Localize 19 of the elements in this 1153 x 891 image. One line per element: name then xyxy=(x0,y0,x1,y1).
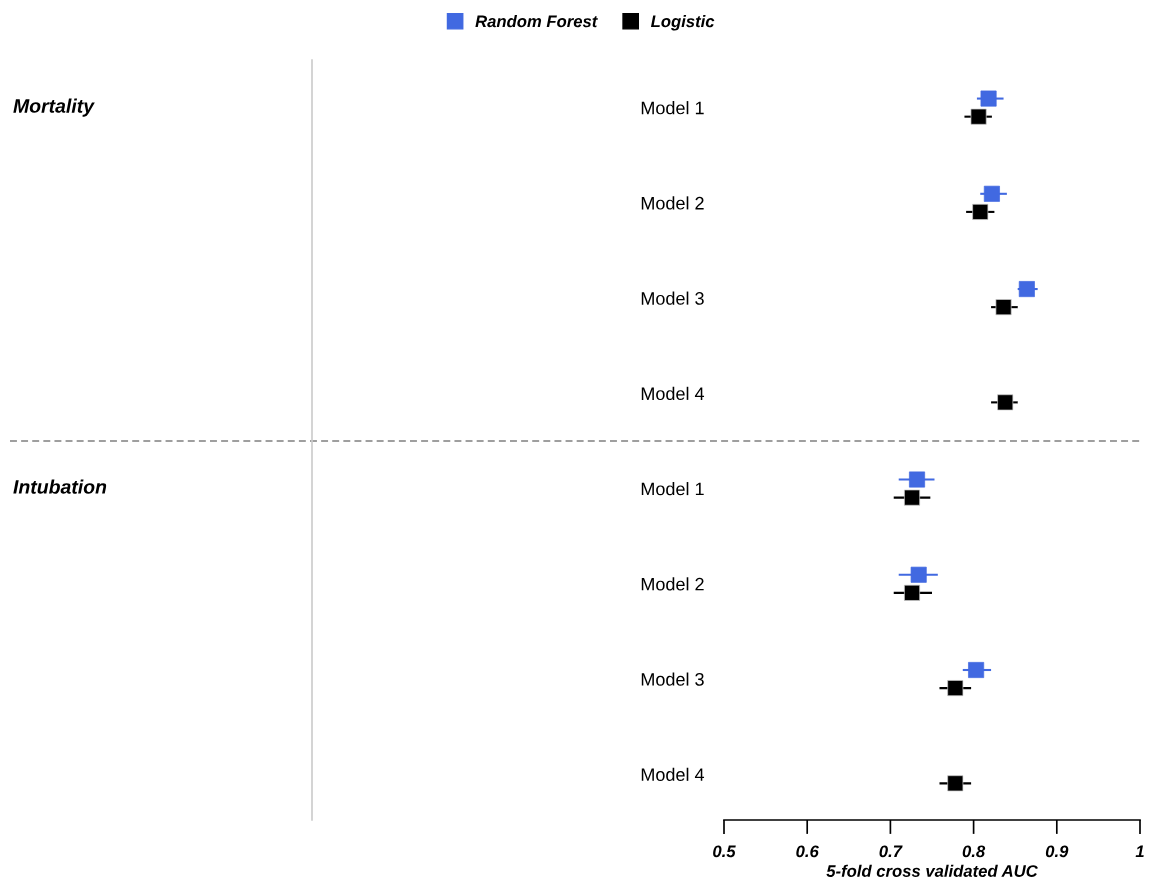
y-tick-label: Model 2 xyxy=(641,196,704,210)
x-tick-label: 0.5 xyxy=(713,845,736,858)
y-tick-label: Model 4 xyxy=(641,767,705,782)
legend-label: Logistic xyxy=(650,15,715,31)
y-tick-label: Model 3 xyxy=(641,672,704,686)
x-tick-label: 0.8 xyxy=(962,845,986,858)
text: Mortality xyxy=(13,98,95,117)
x-axis-title: 5-fold cross validated AUC xyxy=(826,864,1038,877)
y-tick-label: Model 2 xyxy=(641,577,704,591)
y-tick-label: Model 1 xyxy=(641,101,704,115)
text: Intubation xyxy=(13,479,107,494)
x-tick-label: 0.9 xyxy=(1045,845,1069,858)
x-tick-label: 1 xyxy=(1135,845,1144,858)
y-tick-label: Model 4 xyxy=(641,386,705,401)
y-tick-label: Model 3 xyxy=(641,291,704,305)
legend-label: Random Forest xyxy=(475,15,598,28)
x-tick-label: 0.6 xyxy=(796,845,819,858)
y-tick-label: Model 1 xyxy=(641,482,704,496)
x-tick-label: 0.7 xyxy=(879,845,903,858)
